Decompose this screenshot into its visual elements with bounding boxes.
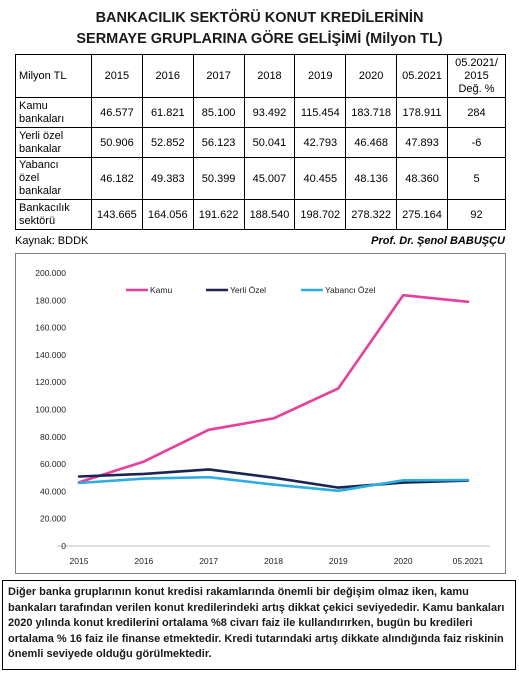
table-cell: 85.100	[192, 97, 245, 128]
table-cell: 46.577	[91, 97, 143, 128]
table-row: Bankacılık sektörü 143.665 164.056 191.6…	[15, 199, 506, 230]
title-line-2: SERMAYE GRUPLARINA GÖRE GELİŞİMİ (Milyon…	[76, 31, 443, 47]
row-label: Yerli özel bankalar	[15, 127, 92, 158]
y-tick-label: 100.000	[35, 405, 66, 415]
x-tick-label: 2019	[329, 556, 348, 566]
change-cell: 92	[447, 199, 506, 230]
column-header: 2018	[243, 54, 296, 98]
table-cell: 40.455	[294, 157, 347, 200]
table-cell: 47.893	[396, 127, 448, 158]
table-cell: 45.007	[243, 157, 296, 200]
line-chart: 0 20.000 40.000 60.000 80.000 100.000 120.000 1…	[15, 253, 506, 574]
x-tick-label: 2018	[264, 556, 283, 566]
table-row: Yerli özel bankalar 50.906 52.852 56.123…	[15, 127, 506, 158]
table-cell: 93.492	[243, 97, 296, 128]
page-title: BANKACILIK SEKTÖRÜ KONUT KREDİLERİNİN SE…	[0, 8, 519, 50]
row-label-line: Kamu	[19, 99, 48, 112]
change-cell: 284	[447, 97, 506, 128]
table-cell: 183.718	[345, 97, 398, 128]
row-label: Yabancı özel bankalar	[15, 157, 92, 200]
column-header: 2015	[91, 54, 143, 98]
row-label-line: bankalar	[19, 142, 62, 155]
table-cell: 278.322	[345, 199, 398, 230]
column-header: 2016	[141, 54, 194, 98]
chart-svg: 0 20.000 40.000 60.000 80.000 100.000 120.000 1…	[35, 268, 490, 566]
y-tick-label: 60.000	[40, 459, 66, 469]
change-header-line: 05.2021/	[455, 56, 498, 69]
legend-label: Yabancı Özel	[325, 285, 376, 295]
y-tick-label: 20.000	[40, 514, 66, 524]
row-label: Bankacılık sektörü	[15, 199, 92, 230]
table-cell: 42.793	[294, 127, 347, 158]
table-cell: 198.702	[294, 199, 347, 230]
y-tick-label: 180.000	[35, 295, 66, 305]
x-tick-label: 2015	[70, 556, 89, 566]
table-cell: 50.041	[243, 127, 296, 158]
table-cell: 115.454	[294, 97, 347, 128]
title-line-1: BANKACILIK SEKTÖRÜ KONUT KREDİLERİNİN	[95, 10, 424, 26]
table-cell: 178.911	[396, 97, 448, 128]
legend-label: Kamu	[150, 285, 172, 295]
author-credit: Prof. Dr. Şenol BABUŞÇU	[371, 235, 505, 247]
row-label-line: özel	[19, 172, 40, 184]
column-header: 2020	[345, 54, 398, 98]
row-label-line: Yabancı	[19, 159, 59, 171]
y-tick-label: 120.000	[35, 377, 66, 387]
column-header: 2017	[192, 54, 245, 98]
x-tick-label: 2020	[394, 556, 413, 566]
row-label-line: bankalar	[19, 185, 62, 197]
table-cell: 48.136	[345, 157, 398, 200]
y-tick-label: 0	[61, 541, 66, 551]
series-line	[77, 468, 470, 489]
x-tick-label: 2016	[134, 556, 153, 566]
table-cell: 191.622	[192, 199, 245, 230]
table-cell: 164.056	[141, 199, 194, 230]
y-tick-label: 40.000	[40, 486, 66, 496]
change-header-line: 2015	[464, 69, 489, 82]
row-label-line: bankaları	[19, 112, 65, 125]
change-header-line: Değ. %	[458, 82, 495, 95]
row-label-line: Bankacılık	[19, 201, 70, 214]
table-cell: 143.665	[91, 199, 143, 230]
table-cell: 50.906	[91, 127, 143, 158]
legend-label: Yerli Özel	[230, 285, 266, 295]
row-label: Kamu bankaları	[15, 97, 92, 128]
table-cell: 61.821	[141, 97, 194, 128]
column-header: 05.2021	[396, 54, 448, 98]
row-label-line: Yerli özel	[19, 129, 64, 142]
table-cell: 275.164	[396, 199, 448, 230]
x-tick-label: 2017	[199, 556, 218, 566]
table-cell: 52.852	[141, 127, 194, 158]
change-cell: 5	[447, 157, 506, 200]
source-note: Kaynak: BDDK	[15, 235, 89, 247]
table-cell: 48.360	[396, 157, 448, 200]
y-tick-label: 80.000	[40, 432, 66, 442]
row-label-line: sektörü	[19, 214, 56, 227]
column-header: 2019	[294, 54, 347, 98]
table-corner-header: Milyon TL	[15, 54, 92, 98]
table-row: Kamu bankaları 46.577 61.821 85.100 93.4…	[15, 97, 506, 128]
table-row: Yabancı özel bankalar 46.182 49.383 50.3…	[15, 157, 506, 200]
credit-table: Milyon TL 2015 2016 2017 2018 2019 2020 …	[15, 54, 506, 230]
table-cell: 46.182	[91, 157, 143, 200]
series-line	[77, 475, 470, 493]
change-cell: -6	[447, 127, 506, 158]
table-cell: 188.540	[243, 199, 296, 230]
table-cell: 49.383	[141, 157, 194, 200]
table-header-row: Milyon TL 2015 2016 2017 2018 2019 2020 …	[15, 54, 506, 98]
table-cell: 46.468	[345, 127, 398, 158]
y-tick-label: 160.000	[35, 323, 66, 333]
x-tick-label: 05.2021	[453, 556, 484, 566]
table-cell: 50.399	[192, 157, 245, 200]
commentary-box: Diğer banka gruplarının konut kredisi ra…	[2, 580, 516, 670]
y-tick-label: 140.000	[35, 350, 66, 360]
y-tick-label: 200.000	[35, 268, 66, 278]
table-cell: 56.123	[192, 127, 245, 158]
series-line	[77, 293, 470, 484]
change-header: 05.2021/ 2015 Değ. %	[447, 54, 506, 98]
